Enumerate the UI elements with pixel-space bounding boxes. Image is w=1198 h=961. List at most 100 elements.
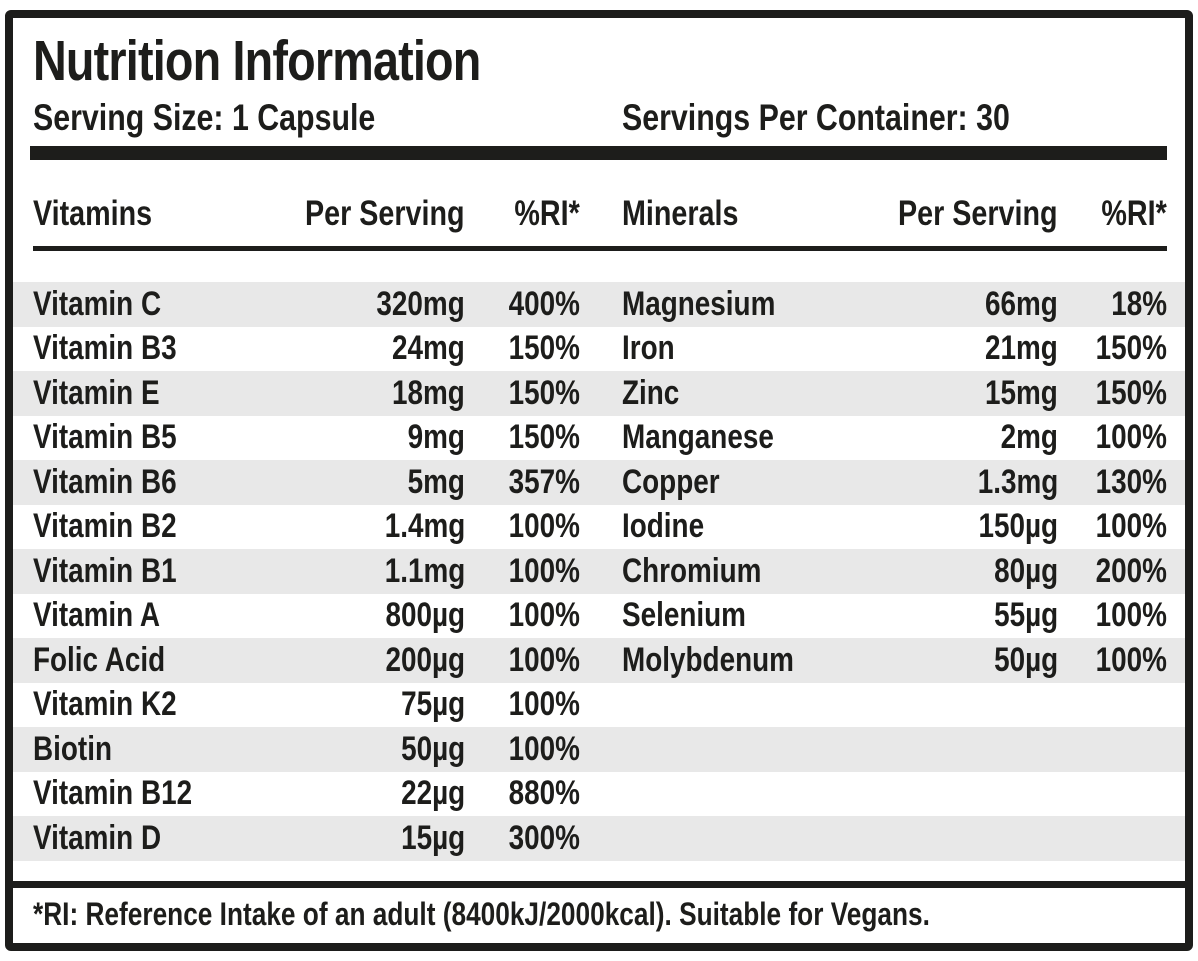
vitamin-name-cell: Biotin — [33, 729, 112, 768]
vitamin-ri-cell: 100% — [508, 596, 580, 635]
mineral-amount-cell: 80µg — [993, 551, 1058, 590]
vitamin-ri-cell: 100% — [508, 685, 580, 724]
mineral-ri-cell: 100% — [1095, 640, 1167, 679]
vitamin-name-cell: Vitamin E — [33, 373, 160, 412]
mineral-ri-cell — [1058, 774, 1167, 813]
vitamin-ri-cell: 880% — [508, 774, 580, 813]
mineral-amount-cell — [862, 730, 1058, 769]
table-row: Vitamin E 18mg 150% Zinc 15mg 150% — [13, 371, 1185, 416]
table-row: Vitamin B2 1.4mg 100% Iodine 150µg 100% — [13, 505, 1185, 550]
mineral-amount-cell: 21mg — [985, 329, 1058, 368]
serving-info-row: Serving Size: 1 Capsule Servings Per Con… — [33, 96, 1167, 140]
vitamin-ri-cell: 100% — [508, 551, 580, 590]
mineral-ri-cell: 150% — [1095, 373, 1167, 412]
servings-per-container: Servings Per Container: 30 — [622, 97, 1010, 138]
vitamin-amount-cell: 18mg — [392, 373, 465, 412]
minerals-per-serving-header: Per Serving — [898, 194, 1058, 233]
page-title: Nutrition Information — [33, 32, 1167, 90]
mineral-amount-cell — [862, 774, 1058, 813]
mineral-name-cell: Chromium — [622, 551, 762, 590]
mineral-ri-cell: 130% — [1095, 462, 1167, 501]
vitamin-name-cell: Vitamin B5 — [33, 418, 177, 457]
vitamin-ri-cell: 400% — [508, 284, 580, 323]
nutrition-label-panel: Nutrition Information Serving Size: 1 Ca… — [5, 10, 1193, 951]
vitamin-amount-cell: 320mg — [376, 284, 465, 323]
vitamin-ri-cell: 150% — [508, 418, 580, 457]
table-row: Vitamin K2 75µg 100% — [13, 683, 1185, 728]
vitamin-amount-cell: 24mg — [392, 329, 465, 368]
table-row: Vitamin B5 9mg 150% Manganese 2mg 100% — [13, 416, 1185, 461]
vitamin-amount-cell: 800µg — [385, 596, 465, 635]
mineral-name-cell: Molybdenum — [622, 640, 794, 679]
reference-intake-footnote: *RI: Reference Intake of an adult (8400k… — [33, 896, 930, 932]
minerals-ri-header: %RI* — [1101, 194, 1167, 233]
vitamin-amount-cell: 50µg — [400, 729, 465, 768]
vitamin-name-cell: Vitamin D — [33, 818, 162, 857]
mineral-name-cell: Iron — [622, 329, 675, 368]
footer-divider — [13, 880, 1185, 888]
vitamin-name-cell: Vitamin B2 — [33, 507, 177, 546]
mineral-amount-cell: 150µg — [978, 507, 1058, 546]
vitamin-amount-cell: 75µg — [400, 685, 465, 724]
vitamin-ri-cell: 357% — [508, 462, 580, 501]
table-row: Folic Acid 200µg 100% Molybdenum 50µg 100% — [13, 638, 1185, 683]
vitamin-ri-cell: 150% — [508, 373, 580, 412]
vitamins-per-serving-header: Per Serving — [305, 194, 465, 233]
vitamin-name-cell: Vitamin K2 — [33, 685, 177, 724]
vitamins-column-header: Vitamins — [33, 194, 153, 233]
mineral-amount-cell: 2mg — [1000, 418, 1058, 457]
mineral-name-cell — [622, 685, 862, 724]
thick-divider — [30, 146, 1167, 160]
mineral-name-cell: Copper — [622, 462, 720, 501]
mineral-ri-cell — [1058, 819, 1167, 858]
vitamin-amount-cell: 200µg — [385, 640, 465, 679]
vitamin-ri-cell: 100% — [508, 507, 580, 546]
table-row: Vitamin B1 1.1mg 100% Chromium 80µg 200% — [13, 549, 1185, 594]
table-row: Biotin 50µg 100% — [13, 727, 1185, 772]
vitamin-ri-cell: 300% — [508, 818, 580, 857]
mineral-amount-cell: 1.3mg — [977, 462, 1058, 501]
mineral-amount-cell — [862, 685, 1058, 724]
vitamin-name-cell: Vitamin B12 — [33, 774, 193, 813]
vitamin-name-cell: Vitamin A — [33, 596, 161, 635]
vitamin-amount-cell: 15µg — [400, 818, 465, 857]
mineral-name-cell: Zinc — [622, 373, 680, 412]
mineral-ri-cell: 100% — [1095, 596, 1167, 635]
table-row: Vitamin B12 22µg 880% — [13, 772, 1185, 817]
vitamin-name-cell: Vitamin B1 — [33, 551, 177, 590]
mineral-name-cell: Iodine — [622, 507, 705, 546]
vitamin-ri-cell: 150% — [508, 329, 580, 368]
table-row: Vitamin B6 5mg 357% Copper 1.3mg 130% — [13, 460, 1185, 505]
vitamin-amount-cell: 1.1mg — [384, 551, 465, 590]
serving-size: Serving Size: 1 Capsule — [33, 97, 376, 138]
mineral-ri-cell: 100% — [1095, 507, 1167, 546]
mineral-ri-cell: 200% — [1095, 551, 1167, 590]
mineral-amount-cell: 50µg — [993, 640, 1058, 679]
page-title-text: Nutrition Information — [33, 29, 481, 93]
mineral-name-cell — [622, 774, 862, 813]
table-rows: Vitamin C 320mg 400% Magnesium 66mg 18% Vitami… — [13, 282, 1185, 861]
table-row: Vitamin B3 24mg 150% Iron 21mg 150% — [13, 327, 1185, 372]
vitamin-ri-cell: 100% — [508, 729, 580, 768]
mineral-name-cell: Manganese — [622, 418, 774, 457]
mineral-ri-cell — [1058, 685, 1167, 724]
mineral-ri-cell: 100% — [1095, 418, 1167, 457]
minerals-column-header: Minerals — [622, 194, 739, 233]
vitamin-amount-cell: 22µg — [400, 774, 465, 813]
mineral-ri-cell: 18% — [1111, 284, 1167, 323]
vitamin-amount-cell: 9mg — [407, 418, 465, 457]
vitamin-name-cell: Vitamin B3 — [33, 329, 177, 368]
table-row: Vitamin D 15µg 300% — [13, 816, 1185, 861]
mineral-name-cell — [622, 819, 862, 858]
mineral-amount-cell: 15mg — [985, 373, 1058, 412]
mineral-name-cell: Magnesium — [622, 284, 776, 323]
vitamin-amount-cell: 1.4mg — [384, 507, 465, 546]
mineral-amount-cell: 55µg — [993, 596, 1058, 635]
vitamin-ri-cell: 100% — [508, 640, 580, 679]
vitamin-name-cell: Vitamin C — [33, 284, 162, 323]
table-header-row: Vitamins Per Serving %RI* Minerals Per S… — [33, 192, 1167, 236]
table-row: Vitamin A 800µg 100% Selenium 55µg 100% — [13, 594, 1185, 639]
vitamin-amount-cell: 5mg — [407, 462, 465, 501]
mineral-amount-cell: 66mg — [985, 284, 1058, 323]
mineral-amount-cell — [862, 819, 1058, 858]
